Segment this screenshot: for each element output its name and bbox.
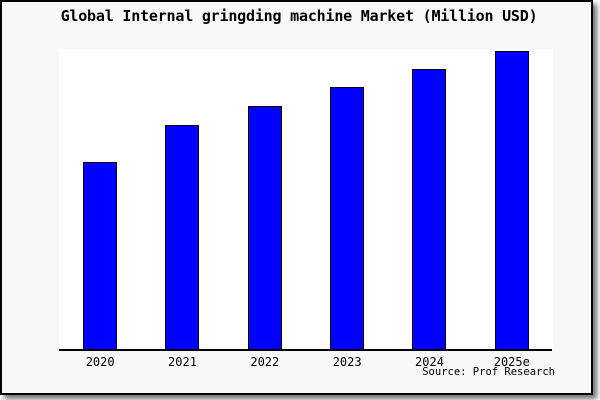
bar-slot (471, 49, 553, 350)
x-tick-label-2020: 2020 (85, 355, 115, 369)
bar-2022 (247, 106, 282, 350)
x-tick-label-2023: 2023 (332, 355, 362, 369)
x-axis-labels: 2020 2021 2022 2023 2024 2025e (59, 355, 553, 369)
x-tick-label-2021: 2021 (168, 355, 197, 369)
bar-slot (59, 49, 141, 350)
x-axis-line (59, 349, 552, 351)
bar-slot (388, 49, 470, 350)
x-tick-label-2025e: 2025e (493, 355, 530, 369)
bar-2023 (330, 87, 365, 350)
source-credit: Source: Prof Research (422, 366, 555, 378)
chart-frame: Global Internal gringding machine Market… (0, 0, 593, 395)
bar-2021 (165, 125, 200, 350)
bar-slot (306, 49, 388, 350)
bar-2020 (83, 162, 118, 350)
plot-area (59, 49, 553, 350)
x-tick-label-2024: 2024 (415, 355, 444, 369)
x-tick-label-2022: 2022 (250, 355, 280, 369)
bar-slot (141, 49, 223, 350)
bar-2025e (494, 51, 529, 350)
bar-slot (224, 49, 306, 350)
chart-title: Global Internal gringding machine Market… (60, 7, 538, 25)
bar-2024 (412, 69, 447, 350)
